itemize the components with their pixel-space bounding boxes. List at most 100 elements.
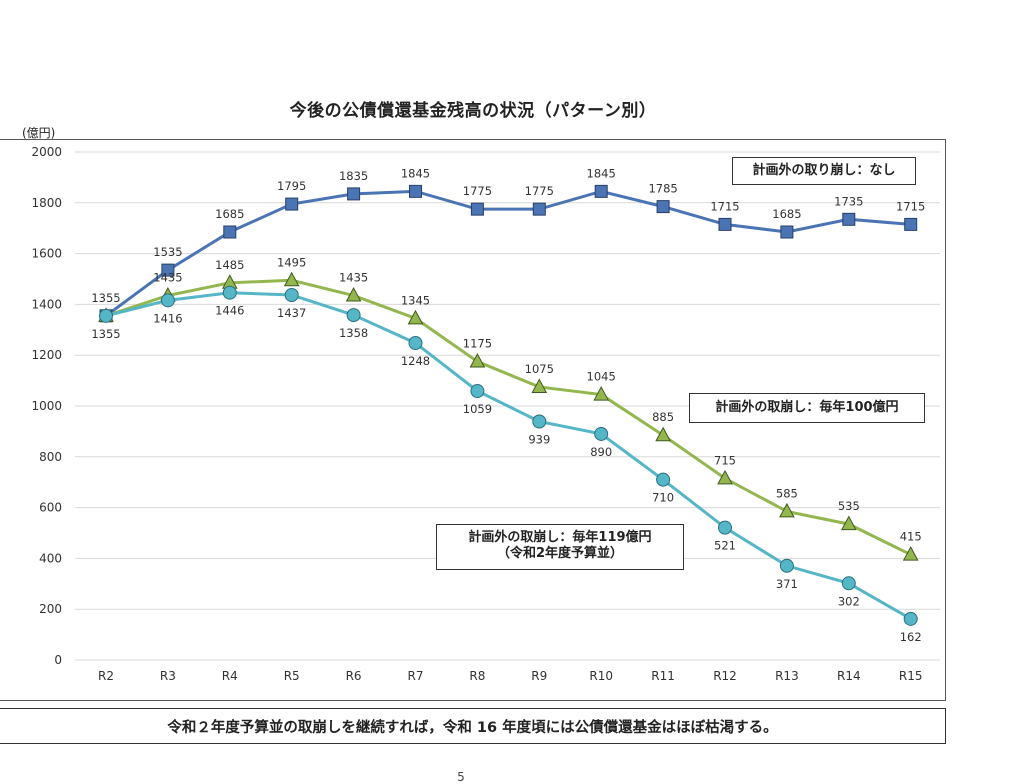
data-point-circle: [408, 336, 423, 351]
series-119-withdrawal-line: [105, 291, 912, 621]
data-point-square: [161, 263, 175, 277]
x-tick-label: R7: [408, 669, 424, 683]
data-point-circle: [99, 308, 113, 323]
y-tick-label: 1000: [31, 399, 62, 413]
data-point-triangle: [283, 271, 300, 287]
y-tick-label: 1600: [31, 247, 62, 261]
data-label: 302: [838, 594, 860, 608]
legend-100-withdrawal: 計画外の取崩し：毎年100億円: [689, 393, 925, 423]
legend-100-withdrawal-label: 計画外の取崩し：毎年100億円: [715, 400, 899, 415]
data-label: 1735: [834, 194, 863, 208]
x-tick-label: R13: [775, 669, 799, 683]
chart-title: 今後の公債償還基金残高の状況（パターン別）: [289, 101, 657, 121]
data-point-square: [223, 225, 237, 239]
data-label: 1248: [401, 354, 430, 368]
x-tick-label: R5: [284, 669, 300, 683]
data-label: 715: [714, 453, 736, 467]
data-point-square: [718, 217, 732, 231]
data-point-square: [842, 212, 856, 226]
y-tick-label: 800: [39, 450, 62, 464]
data-label: 1435: [153, 271, 182, 285]
data-label: 710: [652, 491, 674, 505]
data-label: 1358: [339, 326, 368, 340]
x-tick-label: R4: [222, 669, 238, 683]
data-point-triangle: [840, 515, 857, 531]
data-point-circle: [903, 611, 918, 626]
y-tick-label: 400: [39, 551, 62, 565]
data-point-circle: [594, 426, 609, 441]
y-tick-label: 200: [39, 602, 62, 616]
data-point-circle: [841, 576, 856, 591]
data-label: 1355: [91, 327, 120, 341]
data-label: 1835: [339, 169, 368, 183]
footer-conclusion: 令和２年度予算並の取崩しを継続すれば，令和 16 年度頃には公債償還基金はほぼ枯…: [0, 708, 946, 744]
x-tick-label: R12: [713, 669, 737, 683]
data-label: 1495: [277, 255, 306, 269]
data-point-circle: [656, 472, 671, 487]
series-layer: [98, 184, 919, 626]
data-label: 415: [900, 530, 922, 544]
data-point-triangle: [902, 546, 919, 561]
data-point-circle: [532, 414, 547, 429]
data-label: 521: [714, 539, 736, 553]
y-axis-unit: (億円): [22, 126, 56, 140]
data-label: 162: [900, 630, 922, 644]
y-tick-label: 2000: [31, 145, 62, 159]
y-tick-label: 1800: [31, 196, 62, 210]
data-point-triangle: [407, 309, 424, 325]
data-point-square: [285, 197, 299, 211]
legend-119-withdrawal-label: 計画外の取崩し：毎年119億円: [468, 530, 652, 545]
legend-no-withdrawal: 計画外の取り崩し：なし: [732, 157, 916, 185]
data-point-circle: [284, 288, 299, 303]
data-point-square: [780, 225, 794, 239]
data-label: 1435: [339, 271, 368, 285]
data-label: 1437: [277, 306, 306, 320]
legend-no-withdrawal-label: 計画外の取り崩し：なし: [752, 163, 896, 178]
y-tick-label: 0: [54, 653, 62, 667]
x-tick-label: R10: [589, 669, 613, 683]
data-point-square: [532, 202, 546, 216]
data-point-square: [656, 200, 670, 214]
series-100-withdrawal-line: [105, 278, 912, 556]
data-label: 1446: [215, 304, 244, 318]
x-tick-label: R9: [531, 669, 547, 683]
series-119-withdrawal: [99, 285, 918, 626]
data-point-triangle: [655, 426, 671, 442]
data-point-triangle: [345, 286, 362, 302]
data-label: 1345: [401, 293, 430, 307]
data-label: 1075: [525, 362, 554, 376]
data-label: 1715: [710, 199, 739, 213]
data-label: 1785: [648, 182, 677, 196]
data-point-triangle: [531, 378, 548, 393]
axis-labels: 0 200 400 600 800 1000 1200 1400 1600 1800 2000 R2 R…: [31, 145, 922, 683]
data-label: 890: [590, 445, 612, 459]
chart-frame: [0, 139, 946, 701]
data-label: 1775: [525, 184, 554, 198]
x-tick-label: R6: [346, 669, 362, 683]
series-no-withdrawal: [99, 184, 918, 323]
data-label: 585: [776, 486, 798, 500]
data-label: 535: [838, 499, 860, 513]
data-label: 1416: [153, 311, 182, 325]
data-label: 1845: [587, 166, 616, 180]
x-tick-label: R11: [651, 669, 675, 683]
x-tick-label: R15: [899, 669, 923, 683]
data-label: 1775: [463, 184, 492, 198]
x-tick-label: R2: [98, 669, 114, 683]
data-label: 1845: [401, 166, 430, 180]
x-tick-label: R8: [469, 669, 485, 683]
y-tick-label: 1200: [31, 348, 62, 362]
data-point-square: [470, 202, 484, 216]
data-point-square: [904, 217, 918, 231]
data-point-circle: [779, 558, 794, 573]
data-label: 1795: [277, 179, 306, 193]
data-label: 1485: [215, 258, 244, 272]
data-point-circle: [222, 285, 237, 300]
data-label: 1355: [91, 291, 120, 305]
data-label: 371: [776, 577, 798, 591]
data-point-circle: [346, 308, 361, 323]
data-label: 1175: [463, 337, 492, 351]
x-tick-label: R14: [837, 669, 861, 683]
data-label: 1715: [896, 199, 925, 213]
